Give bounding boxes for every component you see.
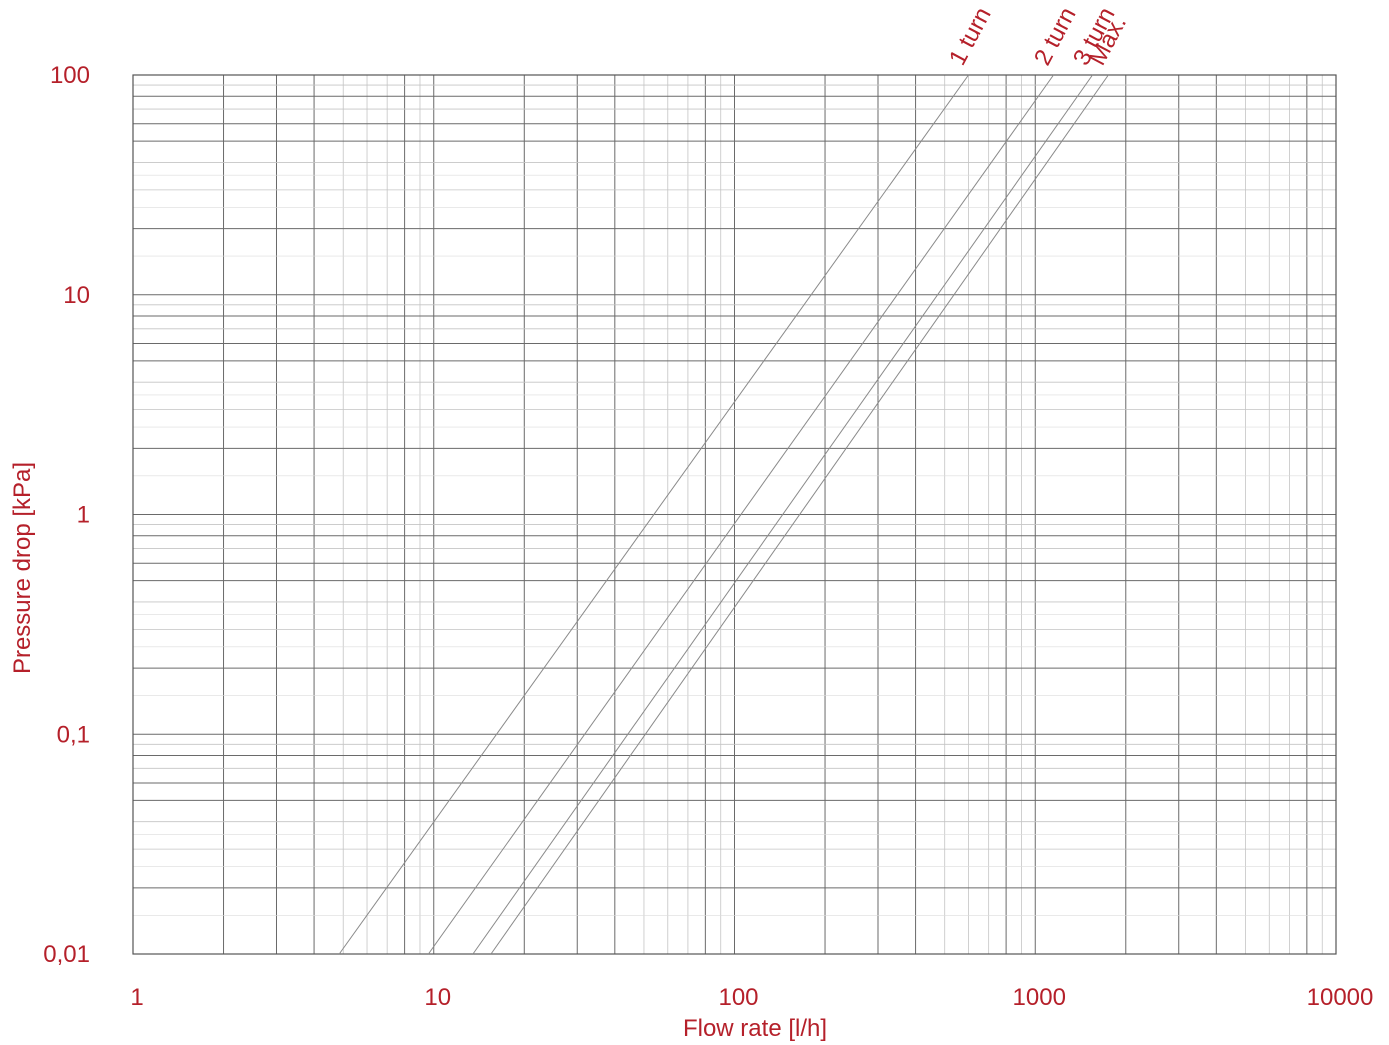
x-tick-label: 100 <box>718 984 758 1011</box>
series-line <box>428 74 1054 955</box>
y-tick-label: 1 <box>77 502 90 529</box>
y-tick-label: 0,01 <box>43 941 90 968</box>
x-tick-label: 1000 <box>1013 984 1066 1011</box>
series-line <box>472 74 1093 955</box>
series-line <box>338 74 969 955</box>
y-tick-label: 0,1 <box>57 721 90 748</box>
series-lines <box>338 74 1109 955</box>
x-axis-title: Flow rate [l/h] <box>683 1015 827 1042</box>
x-tick-labels: 1 10 100 1000 10000 <box>130 984 1373 1011</box>
y-tick-label: 100 <box>50 62 90 89</box>
series-line <box>490 74 1109 955</box>
x-tick-label: 1 <box>130 984 143 1011</box>
y-tick-labels: 0,01 0,1 1 10 100 <box>43 62 90 968</box>
y-tick-label: 10 <box>63 282 90 309</box>
grid <box>133 75 1336 954</box>
x-tick-label: 10 <box>424 984 451 1011</box>
plot-frame <box>132 74 1337 955</box>
series-label: 1 turn <box>944 3 997 70</box>
x-tick-label: 10000 <box>1307 984 1374 1011</box>
y-axis-title: Pressure drop [kPa] <box>9 462 36 674</box>
